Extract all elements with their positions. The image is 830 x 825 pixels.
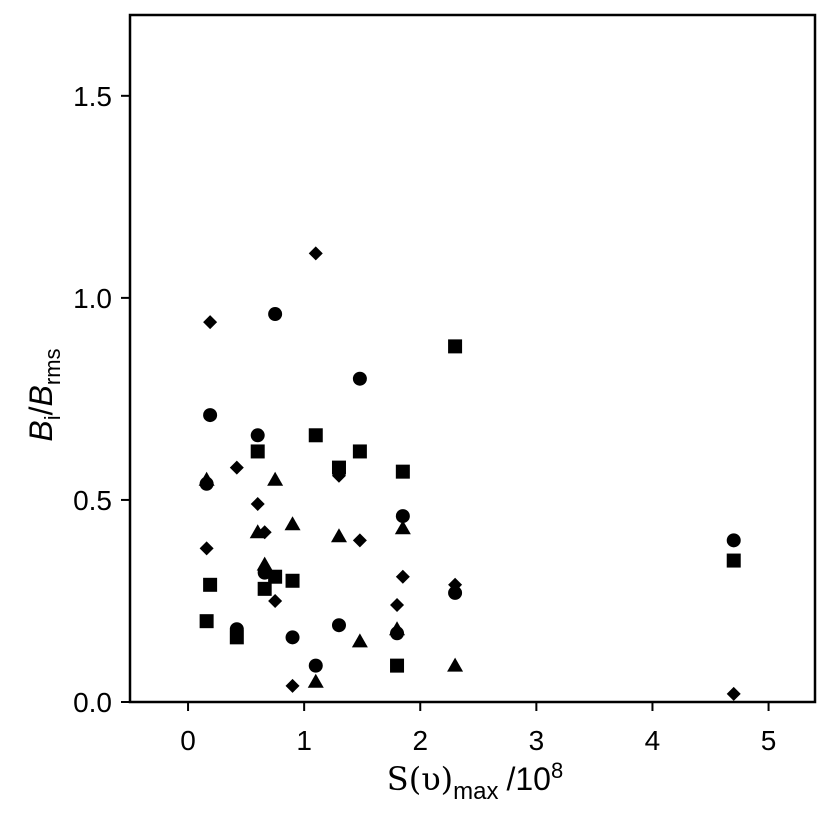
y-label-b2: B <box>23 385 59 406</box>
y-label-b1: B <box>23 420 59 441</box>
square-point <box>250 444 265 459</box>
circle-point <box>285 630 300 645</box>
diamond-point <box>331 468 346 483</box>
diamond-point <box>199 541 214 556</box>
triangle-point <box>389 621 406 636</box>
circle-point <box>726 533 741 548</box>
triangle-point <box>447 657 464 672</box>
circle-point <box>352 371 367 386</box>
x-tick-label: 4 <box>645 725 661 756</box>
y-label-sub2: rms <box>40 348 65 385</box>
x-tick-label: 1 <box>296 725 312 756</box>
y-tick-label: 0.5 <box>73 485 112 516</box>
triangle-point <box>394 520 411 535</box>
circle-point <box>331 618 346 633</box>
x-axis-label: S(υ)max/108 <box>387 758 563 805</box>
diamond-point <box>352 533 367 548</box>
circle-point <box>395 509 410 524</box>
square-point <box>390 658 405 673</box>
x-tick-label: 5 <box>761 725 777 756</box>
diamond-point <box>448 577 463 592</box>
square-point <box>726 553 741 568</box>
circle-point <box>203 408 218 423</box>
y-tick-label: 1.0 <box>73 283 112 314</box>
circle-point <box>250 428 265 443</box>
square-point <box>257 581 272 596</box>
diamond-point <box>285 678 300 693</box>
diamond-point <box>203 315 218 330</box>
diamond-point <box>395 569 410 584</box>
diamond-point <box>308 246 323 261</box>
triangle-point <box>330 528 347 543</box>
square-point <box>448 339 463 354</box>
x-label-sup: 8 <box>551 758 563 783</box>
square-point <box>199 614 214 629</box>
square-point <box>285 573 300 588</box>
diamond-point <box>250 496 265 511</box>
diamond-point <box>268 593 283 608</box>
diamond-point <box>726 686 741 701</box>
triangle-point <box>198 471 215 486</box>
square-point <box>352 444 367 459</box>
x-tick-label: 2 <box>412 725 428 756</box>
y-axis-ticks: 0.0 0.5 1.0 1.5 <box>73 81 130 718</box>
y-label-slash: / <box>23 406 59 415</box>
y-tick-label: 1.5 <box>73 81 112 112</box>
diamond-point <box>257 525 272 540</box>
triangle-point <box>267 471 284 486</box>
x-label-suffix: /10 <box>506 761 550 797</box>
x-tick-label: 3 <box>529 725 545 756</box>
square-point <box>229 630 244 645</box>
plot-frame <box>128 13 817 704</box>
triangle-point <box>284 516 301 531</box>
square-point <box>331 460 346 475</box>
triangle-point <box>307 673 324 688</box>
data-points <box>198 246 741 701</box>
y-axis-label: Bi/Brms <box>23 348 65 441</box>
square-point <box>308 428 323 443</box>
square-point <box>268 569 283 584</box>
x-axis-ticks: 0 1 2 3 4 5 <box>180 702 776 756</box>
x-label-sub: max <box>453 778 498 805</box>
x-tick-label: 0 <box>180 725 196 756</box>
y-label-sub1: i <box>40 415 65 420</box>
x-label-main: S(υ) <box>387 760 453 798</box>
circle-point <box>308 658 323 673</box>
diamond-point <box>390 598 405 613</box>
triangle-point <box>351 633 368 648</box>
triangle-point <box>256 556 273 571</box>
square-point <box>395 464 410 479</box>
square-point <box>203 577 218 592</box>
circle-point <box>448 585 463 600</box>
y-tick-label: 0.0 <box>73 687 112 718</box>
circle-point <box>268 307 283 322</box>
diamond-point <box>229 460 244 475</box>
